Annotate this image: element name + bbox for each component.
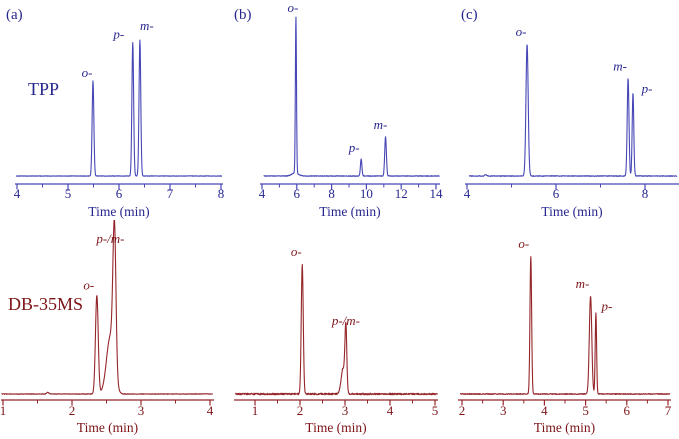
x-axis-title: Time (min) xyxy=(541,204,602,219)
peak-label: o- xyxy=(518,236,529,251)
x-axis-tick-label: 8 xyxy=(218,186,225,201)
x-axis-tick-label: 3 xyxy=(138,403,145,418)
peak-label: o- xyxy=(516,24,527,39)
x-axis-tick-label: 8 xyxy=(642,186,649,201)
chart-tpp-a: 4 5 6 7 8 Time (min) o-p-m- (a) TPP xyxy=(6,7,225,219)
x-axis-tick-label: 4 xyxy=(541,403,548,418)
chromatogram-trace xyxy=(234,264,438,396)
chart-db35ms-b: 1 2 3 4 5 Time (min) o-p-/m- xyxy=(234,244,439,435)
x-axis-tick-label: 6 xyxy=(116,186,123,201)
chart-tpp-c: 4 6 8 Time (min) o-m-p- (c) xyxy=(461,7,679,219)
panel-tpp-a: 4 5 6 7 8 Time (min) o-p-m- (a) TPP xyxy=(0,0,226,220)
panel-db35ms-b: 1 2 3 4 5 Time (min) o-p-/m- xyxy=(228,220,454,439)
peak-label: p- xyxy=(348,140,360,155)
panel-tpp-c: 4 6 8 Time (min) o-m-p- (c) xyxy=(455,0,679,220)
chart-db35ms-c: 2 3 4 5 6 7 Time (min) o-m-p- xyxy=(458,236,672,435)
x-axis-tick-label: 2 xyxy=(69,403,76,418)
peak-label: m- xyxy=(576,276,590,291)
x-axis-tick-label: 2 xyxy=(459,403,466,418)
x-axis-tick-label: 14 xyxy=(430,186,444,201)
panel-tpp-b: 4 6 8 10 12 14 Time (min) o-p-m- (b) xyxy=(228,0,454,220)
peak-label: p- xyxy=(600,299,612,314)
panel-db35ms-c: 2 3 4 5 6 7 Time (min) o-m-p- xyxy=(455,220,679,439)
peak-label: p- xyxy=(641,81,653,96)
x-axis-title: Time (min) xyxy=(77,420,138,435)
peak-label: p- xyxy=(112,27,124,42)
peak-label: p-/m- xyxy=(331,313,360,328)
x-axis-title: Time (min) xyxy=(88,204,149,219)
x-axis-tick-label: 7 xyxy=(665,403,672,418)
peak-label: o- xyxy=(287,0,298,15)
panel-db35ms-a: 1 2 3 4 Time (min) o-p-/m- DB-35MS xyxy=(0,220,226,439)
chromatogram-trace xyxy=(459,256,671,395)
chart-tpp-b: 4 6 8 10 12 14 Time (min) o-p-m- (b) xyxy=(234,0,444,219)
chromatogram-trace xyxy=(15,39,223,177)
x-axis-tick-label: 2 xyxy=(297,403,304,418)
chromatogram-trace xyxy=(1,220,214,395)
peak-label: o- xyxy=(291,244,302,259)
peak-label: o- xyxy=(83,277,94,292)
peak-label: o- xyxy=(82,65,93,80)
chart-db35ms-a: 1 2 3 4 Time (min) o-p-/m- DB-35MS xyxy=(0,220,214,435)
peak-label: p-/m- xyxy=(95,231,124,246)
peak-label: m- xyxy=(374,117,388,132)
x-axis-tick-label: 1 xyxy=(0,403,6,418)
x-axis-tick-label: 6 xyxy=(624,403,631,418)
x-axis-tick-label: 1 xyxy=(252,403,259,418)
x-axis-tick-label: 6 xyxy=(294,186,301,201)
x-axis-tick-label: 4 xyxy=(14,186,21,201)
x-axis-tick-label: 5 xyxy=(432,403,439,418)
peak-label: m- xyxy=(140,18,154,33)
x-axis-tick-label: 5 xyxy=(582,403,589,418)
x-axis-tick-label: 8 xyxy=(328,186,335,201)
panel-letter: (b) xyxy=(234,7,252,23)
x-axis-tick-label: 4 xyxy=(387,403,394,418)
x-axis-tick-label: 3 xyxy=(342,403,349,418)
x-axis-tick-label: 4 xyxy=(207,403,214,418)
x-axis-tick-label: 3 xyxy=(500,403,507,418)
x-axis-tick-label: 12 xyxy=(395,186,408,201)
x-axis-tick-label: 4 xyxy=(259,186,266,201)
chromatogram-trace xyxy=(263,16,440,177)
x-axis-title: Time (min) xyxy=(305,420,366,435)
x-axis-tick-label: 5 xyxy=(65,186,72,201)
column-type-label: TPP xyxy=(28,79,59,99)
x-axis-tick-label: 7 xyxy=(167,186,174,201)
x-axis-title: Time (min) xyxy=(319,204,380,219)
panel-letter: (c) xyxy=(461,7,478,23)
x-axis-tick-label: 10 xyxy=(360,186,373,201)
x-axis-title: Time (min) xyxy=(534,420,595,435)
panel-letter: (a) xyxy=(6,7,23,23)
peak-label: m- xyxy=(613,58,627,73)
chromatogram-trace xyxy=(468,44,678,177)
column-type-label: DB-35MS xyxy=(8,294,83,314)
x-axis-tick-label: 6 xyxy=(553,186,560,201)
x-axis-tick-label: 4 xyxy=(464,186,471,201)
